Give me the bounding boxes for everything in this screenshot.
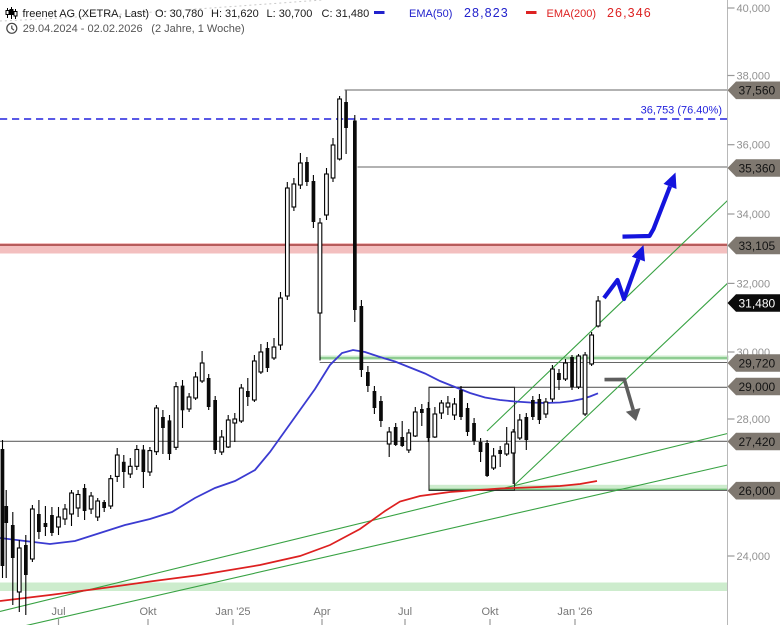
svg-text:32,000: 32,000 xyxy=(737,278,771,290)
svg-text:Jul: Jul xyxy=(398,606,412,618)
svg-text:EMA(200): EMA(200) xyxy=(547,8,597,20)
svg-text:(2 Jahre, 1 Woche): (2 Jahre, 1 Woche) xyxy=(151,23,244,35)
svg-text:26,000: 26,000 xyxy=(739,484,776,498)
svg-text:L: 30,700: L: 30,700 xyxy=(267,8,313,20)
svg-text:26,346: 26,346 xyxy=(607,6,652,20)
svg-text:31,480: 31,480 xyxy=(739,296,776,310)
svg-text:H: 31,620: H: 31,620 xyxy=(211,8,259,20)
svg-text:Jan '26: Jan '26 xyxy=(557,606,592,618)
svg-text:24,000: 24,000 xyxy=(737,551,771,563)
svg-text:29,720: 29,720 xyxy=(739,356,776,370)
svg-text:EMA(50): EMA(50) xyxy=(409,8,452,20)
svg-text:27,420: 27,420 xyxy=(739,435,776,449)
svg-text:36,753 (76.40%): 36,753 (76.40%) xyxy=(641,105,722,117)
svg-text:35,360: 35,360 xyxy=(739,161,776,175)
svg-text:33,105: 33,105 xyxy=(739,239,776,253)
svg-text:36,000: 36,000 xyxy=(737,140,771,152)
svg-text:28,000: 28,000 xyxy=(737,414,771,426)
svg-text:O: 30,780: O: 30,780 xyxy=(155,8,203,20)
svg-text:Okt: Okt xyxy=(481,606,498,618)
svg-text:freenet AG (XETRA, Last): freenet AG (XETRA, Last) xyxy=(23,8,150,20)
svg-text:Okt: Okt xyxy=(139,606,156,618)
svg-text:29.04.2024 - 02.02.2026: 29.04.2024 - 02.02.2026 xyxy=(23,23,143,35)
svg-text:37,560: 37,560 xyxy=(739,84,776,98)
svg-text:Jul: Jul xyxy=(51,606,65,618)
svg-text:40,000: 40,000 xyxy=(737,3,771,15)
svg-text:29,000: 29,000 xyxy=(739,380,776,394)
svg-text:C: 31,480: C: 31,480 xyxy=(322,8,370,20)
svg-text:34,000: 34,000 xyxy=(737,209,771,221)
svg-text:28,823: 28,823 xyxy=(464,6,509,20)
svg-text:38,000: 38,000 xyxy=(737,71,771,83)
svg-text:Apr: Apr xyxy=(313,606,330,618)
svg-text:Jan '25: Jan '25 xyxy=(215,606,250,618)
